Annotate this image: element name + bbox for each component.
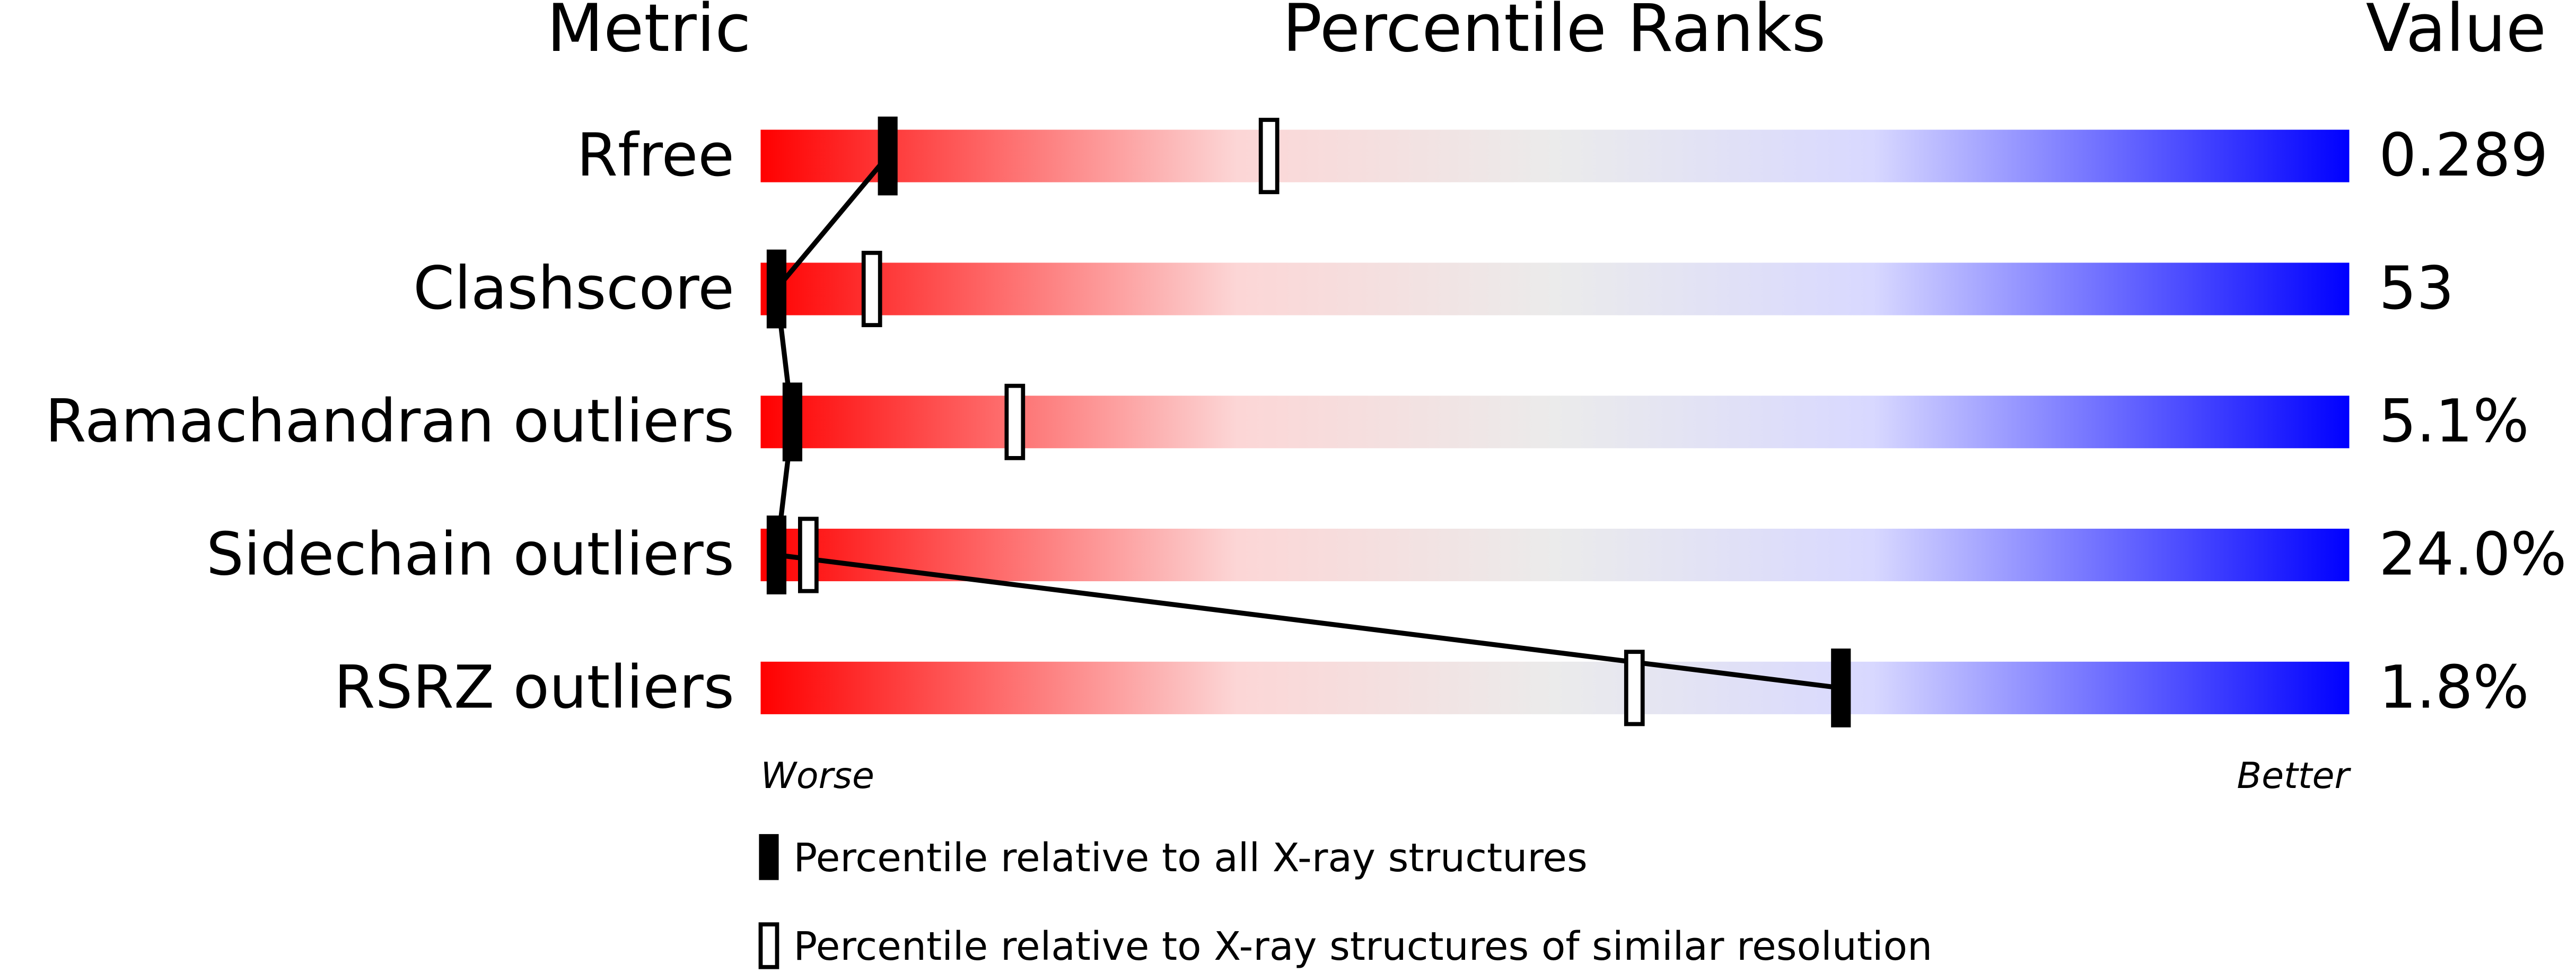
metric-value: 24.0%: [2379, 521, 2566, 589]
x-low-label: Worse: [760, 755, 874, 797]
header-value: Value: [2366, 0, 2546, 67]
percentile-bar: [760, 661, 2350, 714]
marker-hollow: [798, 516, 819, 593]
metric-value: 1.8%: [2379, 653, 2529, 722]
x-high-label: Better: [2237, 755, 2351, 797]
percentile-bar: [760, 396, 2350, 449]
metric-label: Ramachandran outliers: [45, 388, 734, 456]
header-percentile: Percentile Ranks: [1282, 0, 1826, 67]
metric-value: 5.1%: [2379, 388, 2529, 456]
metric-label: RSRZ outliers: [334, 653, 734, 722]
marker-filled: [766, 249, 787, 329]
percentile-bar: [760, 262, 2350, 316]
marker-hollow: [861, 250, 882, 327]
marker-filled: [878, 116, 898, 196]
marker-hollow: [1004, 383, 1026, 460]
metric-value: 53: [2379, 255, 2454, 323]
marker-filled: [782, 382, 802, 462]
marker-hollow: [1258, 118, 1280, 195]
legend-swatch: [758, 922, 779, 969]
percentile-bar: [760, 129, 2350, 182]
metric-value: 0.289: [2379, 121, 2548, 190]
percentile-bar: [760, 529, 2350, 582]
legend-swatch: [759, 834, 779, 880]
legend-label: Percentile relative to X-ray structures …: [793, 923, 1932, 969]
header-metric: Metric: [547, 0, 751, 67]
metric-label: Rfree: [576, 121, 734, 190]
marker-hollow: [1624, 650, 1645, 726]
metric-label: Clashscore: [413, 255, 734, 323]
metric-label: Sidechain outliers: [206, 521, 734, 589]
marker-filled: [1831, 649, 1851, 728]
legend-label: Percentile relative to all X-ray structu…: [793, 835, 1587, 881]
marker-filled: [766, 515, 787, 594]
